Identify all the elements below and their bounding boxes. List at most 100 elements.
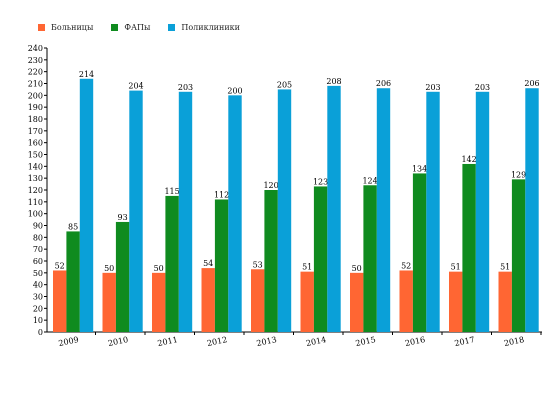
- y-tick-label: 40: [33, 281, 43, 290]
- bar-Больницы-2015: [350, 272, 364, 332]
- y-tick-label: 20: [33, 304, 43, 313]
- bar-ФАПы-2015: [363, 185, 377, 332]
- y-tick-label: 170: [28, 127, 43, 136]
- data-label: 50: [352, 264, 362, 273]
- y-tick-label: 150: [28, 151, 43, 160]
- x-tick-label: 2017: [454, 335, 476, 348]
- data-label: 52: [401, 261, 411, 270]
- y-tick-label: 120: [28, 186, 43, 195]
- legend-swatch-faps: [111, 24, 119, 31]
- bar-Больницы-2018: [498, 271, 512, 332]
- data-label: 203: [425, 83, 440, 92]
- bar-ФАПы-2018: [511, 179, 526, 332]
- legend-swatch-hospitals: [38, 24, 45, 31]
- data-label: 124: [362, 176, 377, 185]
- x-tick-label: 2011: [157, 335, 179, 348]
- data-label: 50: [104, 264, 114, 273]
- y-tick-label: 210: [28, 80, 43, 89]
- bar-Больницы-2012: [201, 268, 215, 332]
- data-label: 52: [55, 261, 65, 270]
- y-tick-label: 50: [33, 269, 43, 278]
- bar-Поликлиники-2013: [277, 89, 292, 333]
- bar-Поликлиники-2014: [327, 85, 341, 332]
- data-label: 203: [178, 83, 193, 92]
- bar-ФАПы-2017: [462, 163, 476, 332]
- x-tick-label: 2013: [256, 335, 278, 348]
- bar-Больницы-2013: [251, 269, 265, 332]
- data-label: 205: [277, 80, 292, 89]
- data-label: 51: [451, 263, 461, 272]
- bar-Поликлиники-2017: [475, 91, 490, 333]
- legend-item-hospitals: Больницы: [38, 23, 93, 32]
- data-label: 53: [253, 260, 263, 269]
- bar-Больницы-2014: [300, 271, 314, 332]
- y-tick-label: 90: [33, 222, 43, 231]
- bar-Больницы-2009: [53, 270, 67, 332]
- x-tick-label: 2016: [404, 335, 426, 348]
- data-label: 51: [302, 263, 312, 272]
- y-tick-label: 180: [28, 115, 43, 124]
- legend-label-hospitals: Больницы: [51, 23, 94, 32]
- data-label: 112: [214, 190, 229, 199]
- y-tick-label: 0: [38, 328, 43, 337]
- data-label: 206: [376, 79, 391, 88]
- bar-Поликлиники-2015: [376, 88, 391, 332]
- bar-ФАПы-2016: [412, 173, 427, 332]
- data-label: 120: [263, 181, 278, 190]
- y-tick-label: 190: [28, 103, 43, 112]
- x-tick-label: 2018: [503, 335, 525, 348]
- bar-Поликлиники-2011: [178, 91, 193, 333]
- legend-label-faps: ФАПы: [124, 23, 151, 32]
- y-tick-label: 240: [28, 44, 43, 53]
- data-label: 123: [313, 177, 328, 186]
- data-label: 51: [500, 263, 510, 272]
- bar-Поликлиники-2009: [79, 78, 94, 333]
- x-tick-label: 2012: [206, 335, 228, 348]
- bar-Больницы-2010: [102, 272, 116, 332]
- legend-item-faps: ФАПы: [111, 23, 150, 32]
- bar-ФАПы-2012: [214, 199, 229, 332]
- bar-Больницы-2017: [449, 271, 463, 332]
- legend-swatch-polyclinics: [168, 24, 176, 31]
- bar-Поликлиники-2016: [426, 91, 440, 333]
- y-tick-label: 140: [28, 162, 43, 171]
- legend-item-polyclinics: Поликлиники: [168, 23, 240, 32]
- y-tick-label: 230: [28, 56, 43, 65]
- bar-ФАПы-2013: [264, 190, 278, 332]
- data-label: 129: [511, 170, 526, 179]
- bar-Больницы-2016: [399, 270, 413, 332]
- y-tick-label: 110: [28, 198, 43, 207]
- y-tick-label: 130: [28, 174, 43, 183]
- bar-ФАПы-2010: [115, 221, 130, 332]
- bar-Больницы-2011: [152, 272, 166, 332]
- y-tick-label: 100: [28, 210, 43, 219]
- y-tick-label: 80: [33, 233, 43, 242]
- data-label: 115: [164, 187, 179, 196]
- data-label: 50: [154, 264, 164, 273]
- y-tick-label: 220: [28, 68, 43, 77]
- legend: Больницы ФАПы Поликлиники: [38, 23, 240, 32]
- data-label: 203: [475, 83, 490, 92]
- y-tick-label: 30: [33, 293, 43, 302]
- legend-label-polyclinics: Поликлиники: [181, 23, 240, 32]
- y-tick-label: 60: [33, 257, 43, 266]
- x-tick-label: 2014: [305, 335, 327, 348]
- data-label: 142: [461, 155, 476, 164]
- bar-Поликлиники-2012: [228, 95, 242, 332]
- y-tick-label: 10: [33, 316, 43, 325]
- bar-Поликлиники-2018: [525, 88, 539, 332]
- data-label: 208: [326, 77, 341, 86]
- data-label: 200: [227, 86, 242, 95]
- data-label: 93: [118, 213, 128, 222]
- data-label: 85: [68, 222, 78, 231]
- bar-ФАПы-2014: [313, 186, 328, 332]
- data-label: 54: [203, 259, 213, 268]
- y-tick-label: 200: [28, 91, 43, 100]
- data-label: 204: [128, 82, 143, 91]
- data-label: 134: [412, 164, 427, 173]
- y-tick-label: 70: [33, 245, 43, 254]
- x-tick-label: 2015: [355, 335, 377, 348]
- bar-Поликлиники-2010: [129, 90, 143, 332]
- x-tick-label: 2009: [58, 335, 80, 348]
